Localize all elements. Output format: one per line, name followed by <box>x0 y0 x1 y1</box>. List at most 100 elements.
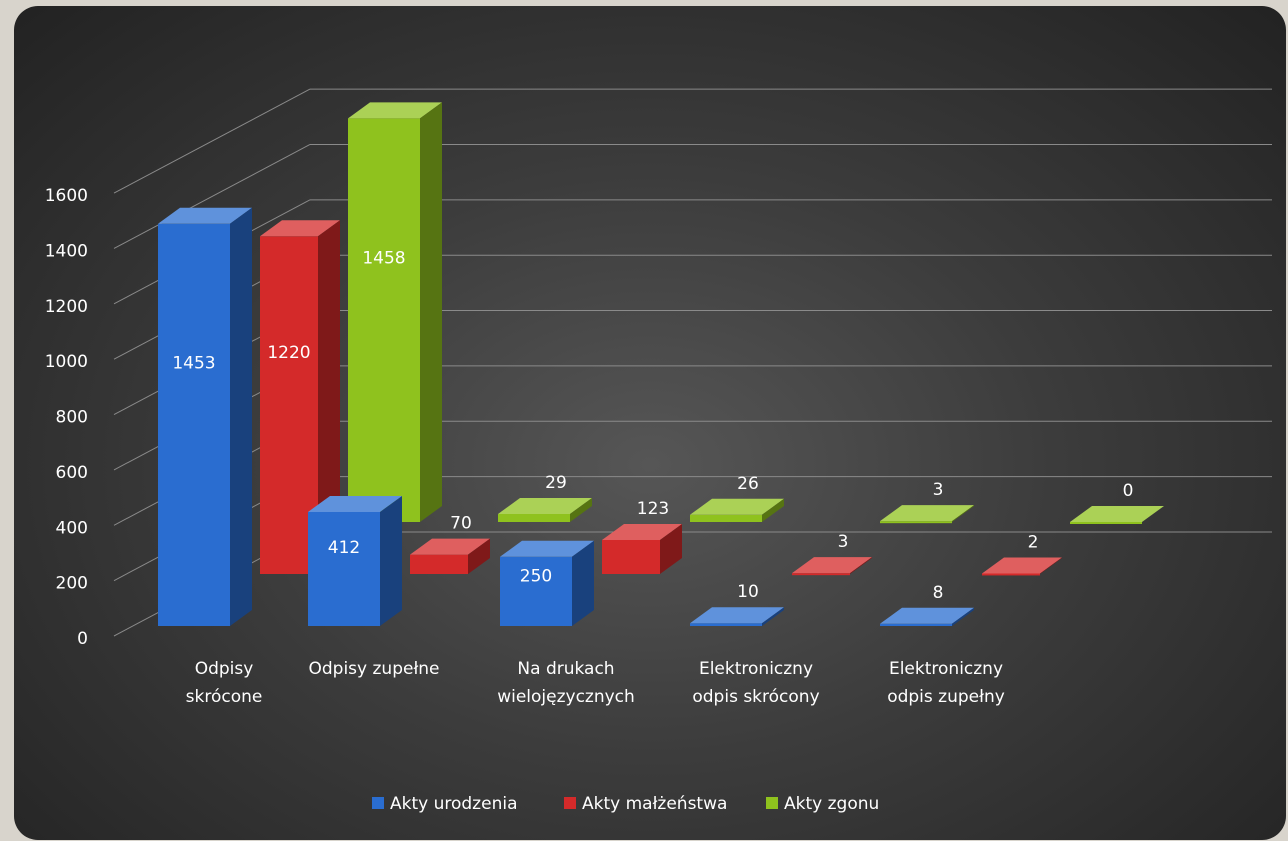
y-tick-label: 1000 <box>45 352 88 372</box>
data-label: 123 <box>637 499 669 519</box>
legend-swatch <box>766 797 778 809</box>
bar <box>410 538 490 574</box>
data-label: 8 <box>933 583 944 603</box>
data-label: 2 <box>1028 532 1039 552</box>
bar <box>308 495 402 626</box>
x-tick-line: Elektroniczny <box>889 659 1003 679</box>
bar-front <box>792 573 850 576</box>
bar-top <box>498 497 592 514</box>
bar <box>500 540 594 626</box>
data-label: 26 <box>737 474 759 494</box>
bar <box>690 607 784 626</box>
bar-top <box>690 607 784 624</box>
bar-top <box>308 495 402 512</box>
data-label: 70 <box>450 514 472 534</box>
data-label: 412 <box>328 538 360 558</box>
bar-front <box>498 513 570 522</box>
bar <box>602 523 682 574</box>
legend-label: Akty urodzenia <box>390 794 517 814</box>
bar-top <box>602 523 682 540</box>
y-tick-label: 200 <box>56 574 88 594</box>
data-label: 3 <box>933 480 944 500</box>
legend-label: Akty zgonu <box>784 794 879 814</box>
data-label: 250 <box>520 567 552 587</box>
x-tick-line: Na drukach <box>517 659 614 679</box>
x-tick-label: Odpisy skrócone <box>186 659 263 707</box>
bar <box>498 497 592 522</box>
bar-side <box>468 538 490 574</box>
bar-front <box>690 514 762 522</box>
bar-front <box>880 623 952 626</box>
bar-side <box>952 607 974 626</box>
bar <box>348 102 442 522</box>
x-tick-label: Elektroniczny odpis skrócony <box>692 659 819 707</box>
gridline-diagonal <box>113 88 311 194</box>
bar-front <box>500 556 572 626</box>
x-axis: Odpisy skrócone Odpisy zupełne Na drukach wi… <box>186 659 1005 707</box>
bar-side <box>420 102 442 522</box>
bar-front <box>158 223 230 626</box>
bar-top <box>348 102 442 119</box>
x-tick-label: Odpisy zupełne <box>308 659 439 679</box>
bar-side <box>1040 557 1062 574</box>
bar <box>792 557 872 576</box>
bar-front <box>308 511 380 626</box>
chart-card: 0 200 400 600 800 1000 1200 1400 1600 1458 1220 145… <box>14 6 1286 840</box>
bar-front <box>1070 522 1142 524</box>
bar-top <box>500 540 594 557</box>
data-label: 1453 <box>172 354 215 374</box>
bar <box>158 207 252 626</box>
bar <box>880 607 974 626</box>
y-tick-label: 600 <box>56 463 88 483</box>
x-tick-line: wielojęzycznych <box>497 687 635 707</box>
bar <box>260 220 340 574</box>
bar-front <box>410 554 468 574</box>
bar <box>880 505 974 524</box>
bar <box>690 498 784 522</box>
y-axis: 0 200 400 600 800 1000 1200 1400 1600 <box>45 186 88 649</box>
data-label: 3 <box>838 532 849 552</box>
bar-top <box>880 505 974 522</box>
bar-top <box>792 557 872 574</box>
bar-top <box>410 538 490 555</box>
x-tick-line: Odpisy <box>195 659 254 679</box>
x-tick-label: Na drukach wielojęzycznych <box>497 659 635 707</box>
bar-top <box>982 557 1062 574</box>
data-label: 0 <box>1123 481 1134 501</box>
bar-side <box>762 498 784 522</box>
y-tick-label: 1600 <box>45 186 88 206</box>
bar-top <box>158 207 252 224</box>
data-label: 1220 <box>267 343 310 363</box>
x-tick-line: odpis skrócony <box>692 687 819 707</box>
y-tick-label: 400 <box>56 518 88 538</box>
y-tick-label: 0 <box>77 629 88 649</box>
legend-item: Akty zgonu <box>766 794 879 814</box>
bar <box>1070 506 1164 524</box>
x-tick-line: odpis zupełny <box>887 687 1005 707</box>
data-label: 29 <box>545 473 567 493</box>
bar-top <box>690 498 784 515</box>
bar-side <box>380 495 402 626</box>
legend: Akty urodzenia Akty małżeństwa Akty zgonu <box>372 794 879 814</box>
bar-side <box>660 523 682 574</box>
x-tick-line: skrócone <box>186 687 263 707</box>
bar-front <box>982 573 1040 576</box>
bar-side <box>318 220 340 574</box>
legend-label: Akty małżeństwa <box>582 794 727 814</box>
data-label: 10 <box>737 582 759 602</box>
y-tick-label: 1200 <box>45 297 88 317</box>
bar-front <box>602 539 660 574</box>
bar-side <box>230 207 252 626</box>
y-tick-label: 1400 <box>45 241 88 261</box>
bars <box>158 102 1164 626</box>
gridline-diagonal <box>113 144 311 249</box>
x-tick-line: Odpisy zupełne <box>308 659 439 679</box>
bar-front <box>348 118 420 522</box>
x-tick-label: Elektroniczny odpis zupełny <box>887 659 1005 707</box>
data-label: 1458 <box>362 249 405 269</box>
chart-svg: 0200400600800100012001400160014581220145… <box>45 88 1272 814</box>
bar-side <box>762 607 784 626</box>
legend-item: Akty małżeństwa <box>564 794 727 814</box>
bar-top <box>260 220 340 237</box>
data-labels: 1458 1220 1453 29 70 412 26 123 250 3 3 10 0 2 8 <box>172 249 1133 603</box>
